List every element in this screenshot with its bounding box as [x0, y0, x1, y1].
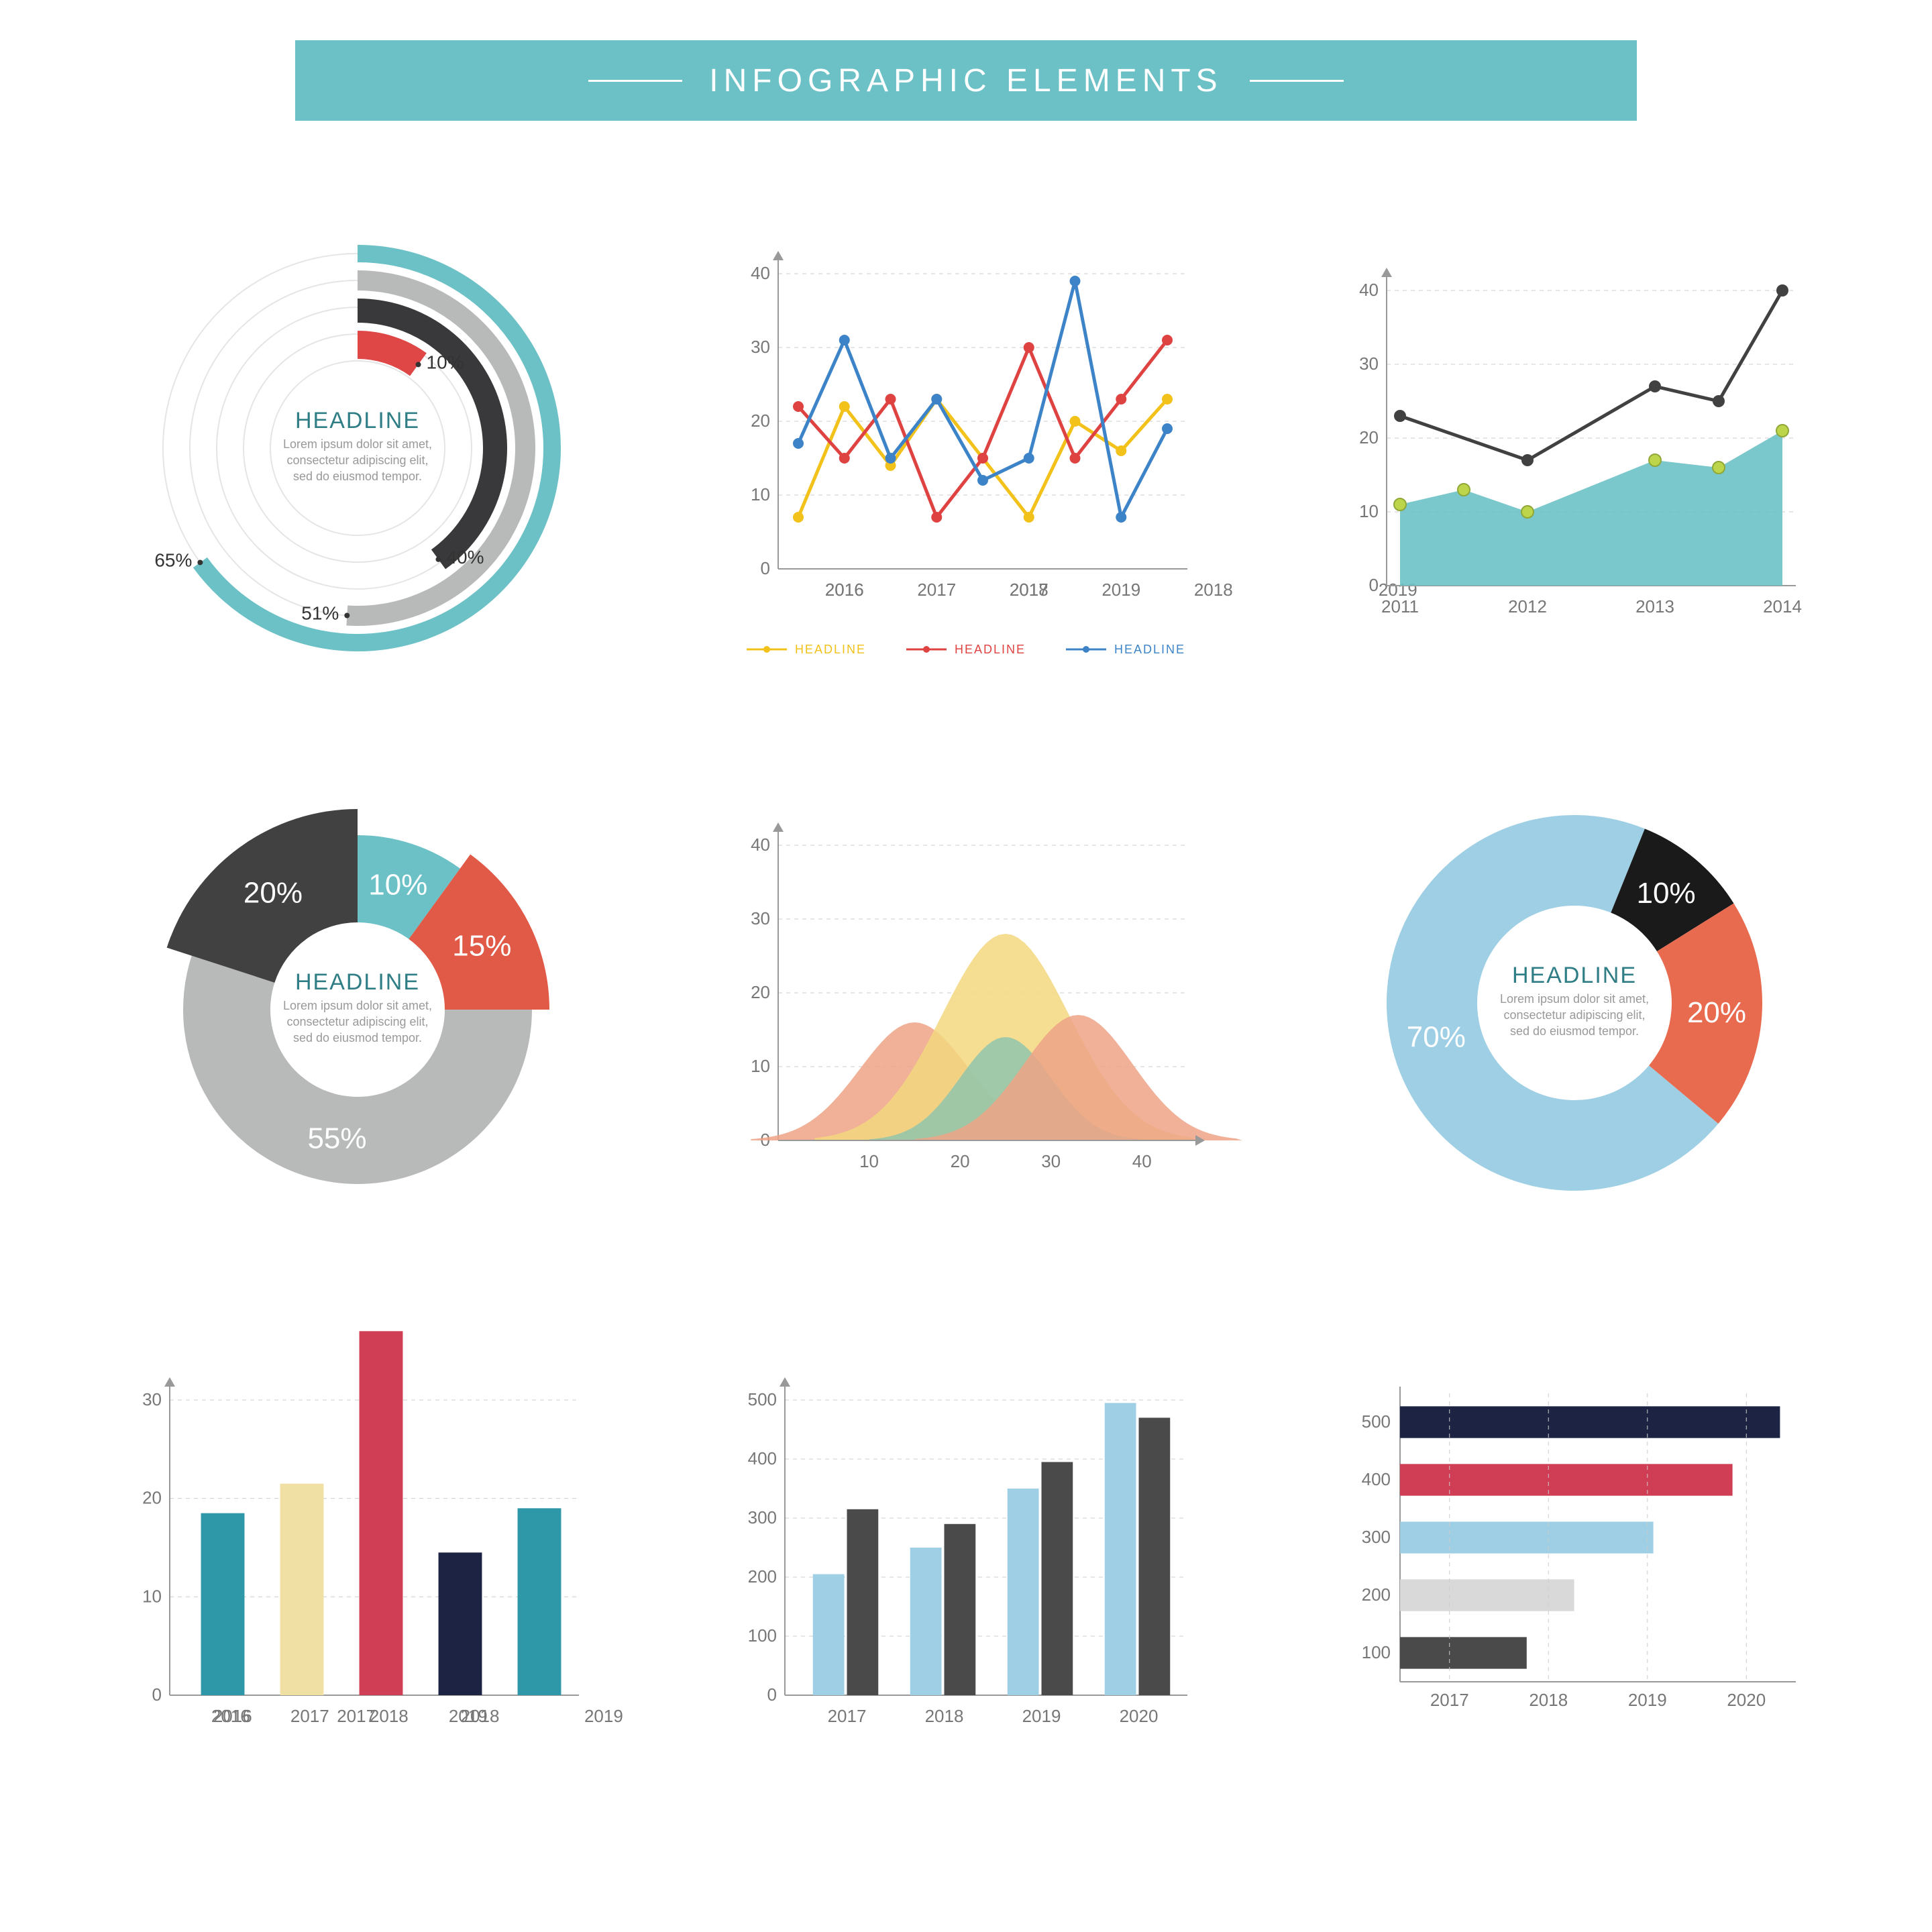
svg-text:20: 20 — [751, 982, 770, 1002]
svg-text:Lorem ipsum dolor sit amet,: Lorem ipsum dolor sit amet, — [283, 437, 432, 451]
svg-text:2012: 2012 — [1508, 596, 1547, 616]
svg-text:HEADLINE: HEADLINE — [295, 408, 420, 433]
svg-text:2018: 2018 — [1010, 580, 1049, 600]
svg-text:sed do eiusmod tempor.: sed do eiusmod tempor. — [293, 470, 422, 483]
svg-text:2018: 2018 — [925, 1706, 964, 1726]
svg-text:10%: 10% — [427, 352, 464, 373]
svg-text:500: 500 — [748, 1389, 777, 1409]
svg-text:20: 20 — [1359, 427, 1379, 447]
burst-donut-chart: 55% 20% 10% 15% HEADLINE Lorem ipsum dolor si… — [80, 756, 635, 1257]
banner-rule-left — [588, 80, 682, 82]
svg-text:2019: 2019 — [1627, 1690, 1666, 1710]
svg-text:500: 500 — [1361, 1411, 1390, 1432]
svg-text:30: 30 — [142, 1389, 162, 1409]
svg-text:0: 0 — [767, 1684, 777, 1705]
svg-text:40: 40 — [1359, 280, 1379, 300]
svg-text:2019: 2019 — [1022, 1706, 1061, 1726]
svg-text:2019: 2019 — [1102, 580, 1140, 600]
svg-text:10: 10 — [1359, 501, 1379, 521]
svg-text:200: 200 — [748, 1566, 777, 1587]
svg-text:65%: 65% — [155, 550, 193, 571]
svg-text:2016: 2016 — [211, 1706, 250, 1726]
svg-text:2013: 2013 — [1635, 596, 1674, 616]
svg-text:10: 10 — [751, 484, 770, 504]
svg-text:2019: 2019 — [584, 1706, 623, 1726]
svg-text:sed do eiusmod tempor.: sed do eiusmod tempor. — [1510, 1024, 1639, 1038]
svg-text:10: 10 — [142, 1586, 162, 1606]
svg-text:Lorem ipsum dolor sit amet,: Lorem ipsum dolor sit amet, — [283, 999, 432, 1012]
svg-text:consectetur adipiscing elit,: consectetur adipiscing elit, — [1503, 1008, 1645, 1022]
svg-text:2019: 2019 — [449, 1706, 488, 1726]
svg-text:20%: 20% — [244, 876, 303, 909]
svg-text:2020: 2020 — [1727, 1690, 1766, 1710]
svg-text:300: 300 — [1361, 1527, 1390, 1547]
svg-text:10%: 10% — [369, 869, 428, 902]
line-chart-legend: HEADLINEHEADLINEHEADLINE — [747, 643, 1185, 657]
svg-text:40: 40 — [751, 263, 770, 283]
svg-text:20%: 20% — [1687, 996, 1746, 1029]
svg-text:10: 10 — [859, 1151, 879, 1171]
banner-rule-right — [1250, 80, 1344, 82]
svg-text:0: 0 — [1368, 575, 1378, 595]
svg-text:30: 30 — [1041, 1151, 1061, 1171]
multi-line-chart: 0102030402016201720182019201620172018201… — [689, 201, 1244, 702]
chart-grid: 65% 51% 40% 10% HEADLINE Lorem ipsum dolor si… — [80, 201, 1851, 1811]
svg-text:2014: 2014 — [1763, 596, 1802, 616]
svg-text:40: 40 — [751, 835, 770, 855]
area-line-chart: 0 10 20 30 40 2011 2012 2013 2014 — [1297, 201, 1851, 702]
svg-text:2011: 2011 — [1381, 596, 1419, 616]
svg-text:400: 400 — [1361, 1469, 1390, 1489]
svg-text:20: 20 — [951, 1151, 970, 1171]
svg-text:10: 10 — [751, 1056, 770, 1076]
svg-text:30: 30 — [751, 908, 770, 928]
grouped-bar-chart: 0 100 200 300 400 500 2017 2018 2019 2020 — [689, 1310, 1244, 1811]
svg-text:0: 0 — [152, 1684, 162, 1705]
svg-text:40%: 40% — [447, 547, 484, 568]
svg-text:2018: 2018 — [370, 1706, 409, 1726]
bell-curve-chart: 01020304010203040 — [689, 756, 1244, 1257]
svg-text:70%: 70% — [1406, 1020, 1465, 1053]
donut-chart: 70% 10% 20% HEADLINE Lorem ipsum dolor sit a… — [1297, 756, 1851, 1257]
svg-text:2017: 2017 — [1430, 1690, 1468, 1710]
svg-text:2017: 2017 — [290, 1706, 329, 1726]
svg-text:2017: 2017 — [828, 1706, 867, 1726]
svg-text:2018: 2018 — [1529, 1690, 1568, 1710]
svg-text:2020: 2020 — [1120, 1706, 1159, 1726]
svg-text:300: 300 — [748, 1507, 777, 1527]
bar-chart-1: 010203020162017201820192016201720182019 — [80, 1310, 635, 1811]
svg-text:Lorem ipsum dolor sit amet,: Lorem ipsum dolor sit amet, — [1500, 992, 1649, 1006]
svg-text:2017: 2017 — [917, 580, 956, 600]
title-banner: INFOGRAPHIC ELEMENTS — [295, 40, 1637, 121]
svg-text:40: 40 — [1132, 1151, 1152, 1171]
svg-text:2016: 2016 — [825, 580, 864, 600]
svg-text:200: 200 — [1361, 1585, 1390, 1605]
svg-text:51%: 51% — [302, 603, 339, 624]
svg-text:HEADLINE: HEADLINE — [295, 969, 420, 995]
svg-text:20: 20 — [751, 411, 770, 431]
svg-text:sed do eiusmod tempor.: sed do eiusmod tempor. — [293, 1031, 422, 1044]
svg-text:10%: 10% — [1636, 877, 1695, 910]
svg-text:consectetur adipiscing elit,: consectetur adipiscing elit, — [287, 453, 429, 467]
svg-text:2018: 2018 — [1194, 580, 1233, 600]
svg-text:400: 400 — [748, 1448, 777, 1468]
svg-text:consectetur adipiscing elit,: consectetur adipiscing elit, — [287, 1015, 429, 1028]
radial-chart: 65% 51% 40% 10% HEADLINE Lorem ipsum dolor si… — [80, 201, 635, 702]
svg-text:20: 20 — [142, 1487, 162, 1507]
svg-text:100: 100 — [748, 1625, 777, 1646]
banner-title: INFOGRAPHIC ELEMENTS — [709, 62, 1222, 99]
svg-text:30: 30 — [1359, 354, 1379, 374]
svg-text:0: 0 — [761, 558, 770, 578]
svg-text:HEADLINE: HEADLINE — [1512, 963, 1637, 988]
svg-text:55%: 55% — [308, 1122, 367, 1155]
svg-text:100: 100 — [1361, 1642, 1390, 1662]
horizontal-bar-chart: 500 400 300 200 100 2017 2018 2019 2020 — [1297, 1310, 1851, 1811]
svg-text:30: 30 — [751, 337, 770, 357]
svg-text:15%: 15% — [453, 930, 512, 963]
